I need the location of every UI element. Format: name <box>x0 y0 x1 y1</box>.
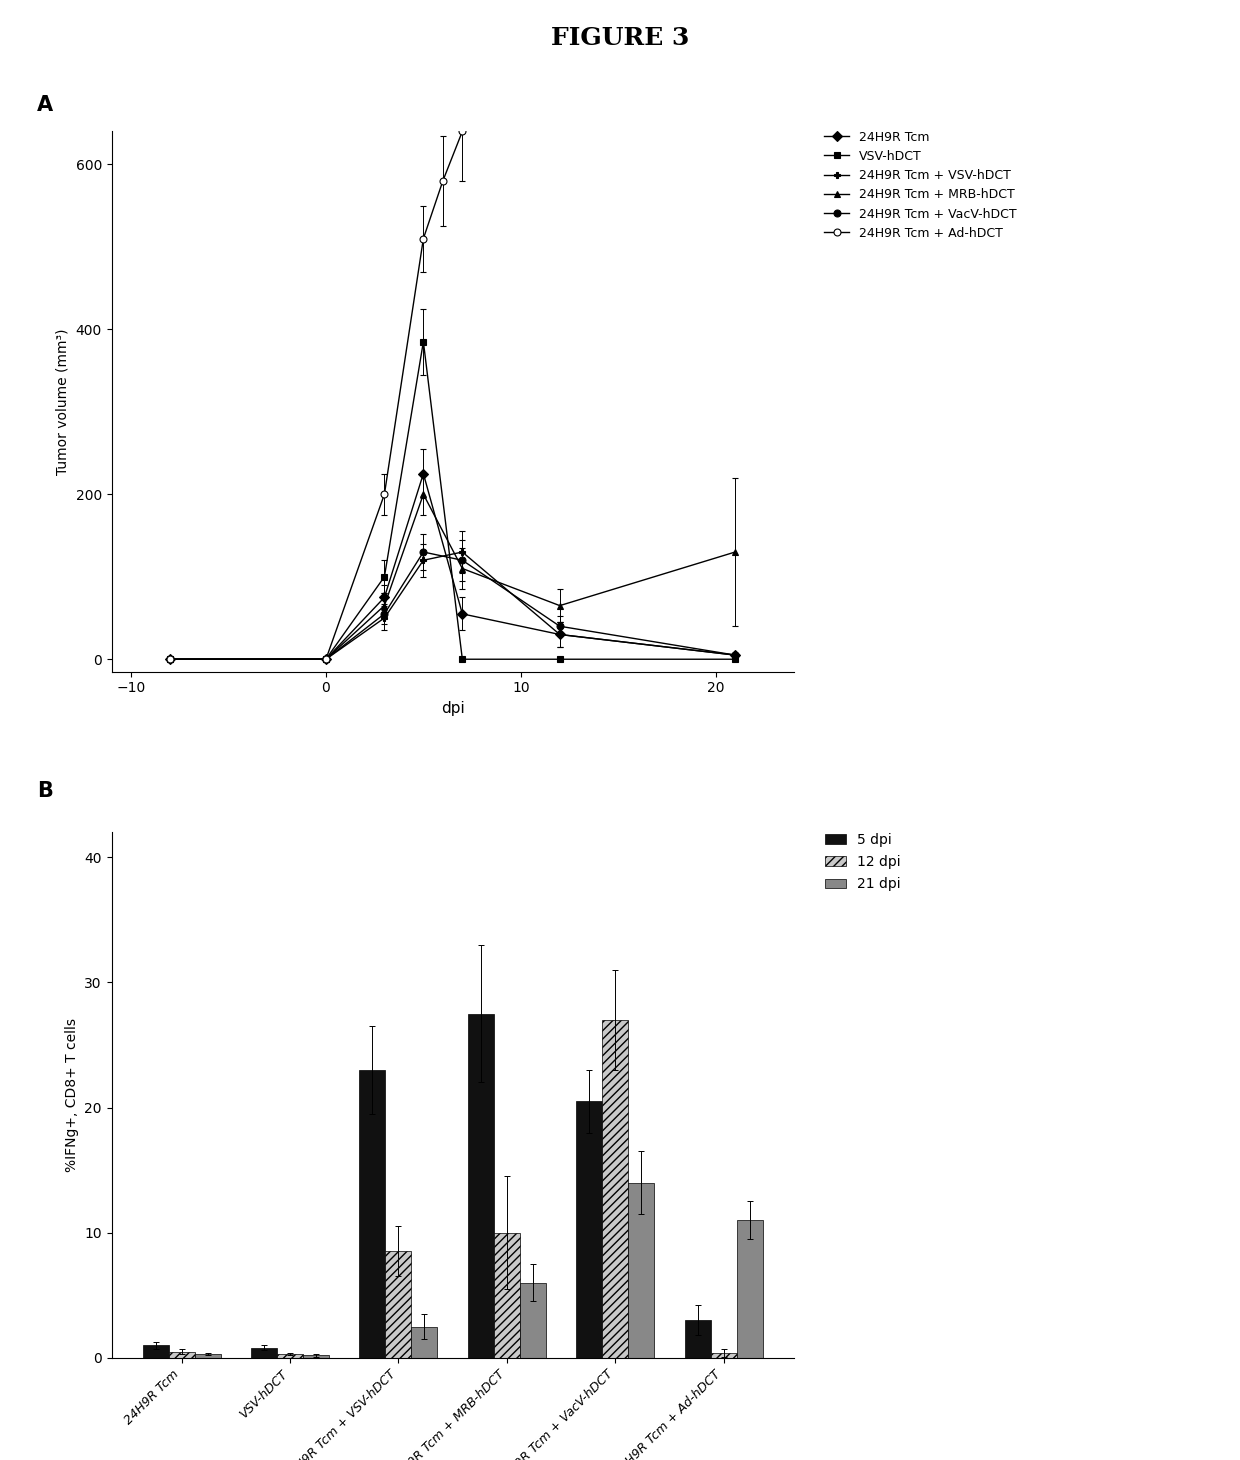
Bar <box>711 1353 737 1358</box>
Bar <box>494 1232 520 1358</box>
Y-axis label: Tumor volume (mm³): Tumor volume (mm³) <box>56 328 69 474</box>
Bar <box>143 1345 169 1358</box>
Bar <box>303 1355 329 1358</box>
Bar <box>195 1353 221 1358</box>
Y-axis label: %IFNg+, CD8+ T cells: %IFNg+, CD8+ T cells <box>64 1018 78 1172</box>
Bar <box>603 1021 629 1358</box>
Bar <box>629 1183 655 1358</box>
Bar <box>277 1353 303 1358</box>
Bar <box>520 1283 546 1358</box>
Bar <box>577 1101 603 1358</box>
Bar <box>684 1320 711 1358</box>
X-axis label: dpi: dpi <box>440 701 465 715</box>
Text: FIGURE 3: FIGURE 3 <box>551 26 689 50</box>
Legend: 5 dpi, 12 dpi, 21 dpi: 5 dpi, 12 dpi, 21 dpi <box>821 829 905 895</box>
Bar <box>386 1251 412 1358</box>
Bar <box>360 1070 386 1358</box>
Bar <box>169 1352 195 1358</box>
Text: A: A <box>37 95 53 115</box>
Bar <box>250 1348 277 1358</box>
Bar <box>467 1013 494 1358</box>
Text: B: B <box>37 781 53 802</box>
Bar <box>412 1327 438 1358</box>
Bar <box>737 1221 763 1358</box>
Legend: 24H9R Tcm, VSV-hDCT, 24H9R Tcm + VSV-hDCT, 24H9R Tcm + MRB-hDCT, 24H9R Tcm + Vac: 24H9R Tcm, VSV-hDCT, 24H9R Tcm + VSV-hDC… <box>821 127 1021 244</box>
